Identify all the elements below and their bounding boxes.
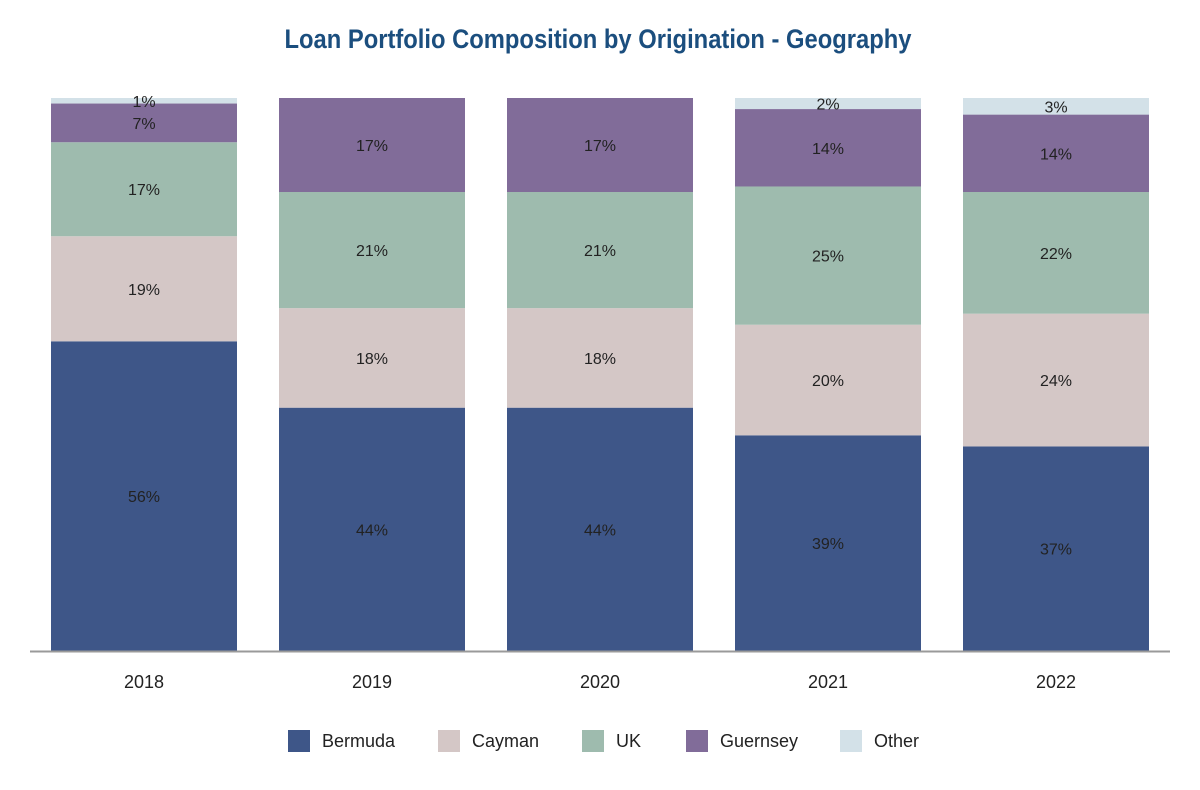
- x-tick-label-2018: 2018: [124, 672, 164, 692]
- legend-item-bermuda: Bermuda: [288, 728, 395, 754]
- x-tick-label-2022: 2022: [1036, 672, 1076, 692]
- data-label-other-2021: 2%: [816, 97, 839, 114]
- bar-segment-bermuda-2019: [279, 407, 465, 651]
- data-label-uk-2018: 17%: [128, 182, 160, 199]
- bar-segment-uk-2022: [963, 192, 1149, 314]
- data-label-cayman-2020: 18%: [584, 351, 616, 368]
- bar-segment-other-2022: [963, 98, 1149, 115]
- data-label-bermuda-2022: 37%: [1040, 542, 1072, 559]
- bar-segment-other-2018: [51, 98, 237, 104]
- data-label-bermuda-2021: 39%: [812, 536, 844, 553]
- legend-label-other: Other: [874, 730, 920, 751]
- data-label-uk-2019: 21%: [356, 243, 388, 260]
- bar-segment-other-2021: [735, 98, 921, 110]
- data-label-bermuda-2020: 44%: [584, 522, 616, 539]
- legend-swatch-uk: [582, 730, 604, 752]
- legend-swatch-cayman: [438, 730, 460, 752]
- x-tick-label-2019: 2019: [352, 672, 392, 692]
- bar-segment-uk-2019: [279, 192, 465, 309]
- data-label-guernsey-2018: 7%: [132, 116, 155, 133]
- bar-segment-bermuda-2021: [735, 435, 921, 651]
- data-label-cayman-2021: 20%: [812, 373, 844, 390]
- legend-label-guernsey: Guernsey: [720, 730, 799, 751]
- data-label-uk-2022: 22%: [1040, 246, 1072, 263]
- legend-item-uk: UK: [582, 728, 641, 754]
- data-label-other-2018: 1%: [132, 94, 155, 111]
- data-label-cayman-2022: 24%: [1040, 373, 1072, 390]
- bar-segment-cayman-2018: [51, 236, 237, 342]
- legend-swatch-other: [840, 730, 862, 752]
- data-label-cayman-2018: 19%: [128, 282, 160, 299]
- data-label-other-2022: 3%: [1044, 99, 1067, 116]
- bar-segment-bermuda-2020: [507, 407, 693, 651]
- legend-item-guernsey: Guernsey: [686, 728, 798, 754]
- data-label-uk-2021: 25%: [812, 249, 844, 266]
- bar-segment-cayman-2020: [507, 308, 693, 408]
- legend-swatch-bermuda: [288, 730, 310, 752]
- legend-item-other: Other: [840, 728, 919, 754]
- bar-segment-cayman-2019: [279, 308, 465, 408]
- legend-swatch-guernsey: [686, 730, 708, 752]
- bar-segment-guernsey-2019: [279, 98, 465, 193]
- x-tick-label-2020: 2020: [580, 672, 620, 692]
- data-label-uk-2020: 21%: [584, 243, 616, 260]
- data-label-bermuda-2018: 56%: [128, 489, 160, 506]
- data-label-guernsey-2021: 14%: [812, 141, 844, 158]
- legend-label-bermuda: Bermuda: [322, 730, 396, 751]
- legend-label-uk: UK: [616, 730, 642, 751]
- bar-segment-uk-2018: [51, 142, 237, 237]
- data-label-cayman-2019: 18%: [356, 351, 388, 368]
- legend-label-cayman: Cayman: [472, 730, 540, 751]
- chart-legend: Bermuda Cayman UK Guernsey Other: [0, 728, 1200, 754]
- legend-item-cayman: Cayman: [438, 728, 539, 754]
- data-label-bermuda-2019: 44%: [356, 522, 388, 539]
- bar-segment-uk-2021: [735, 186, 921, 325]
- x-tick-label-2021: 2021: [808, 672, 848, 692]
- data-label-guernsey-2019: 17%: [356, 138, 388, 155]
- bar-segment-guernsey-2021: [735, 109, 921, 187]
- bar-segment-guernsey-2022: [963, 114, 1149, 193]
- bar-segment-cayman-2021: [735, 324, 921, 436]
- bar-segment-bermuda-2022: [963, 446, 1149, 651]
- bar-segment-bermuda-2018: [51, 341, 237, 651]
- bar-segment-guernsey-2020: [507, 98, 693, 193]
- data-label-guernsey-2020: 17%: [584, 138, 616, 155]
- data-label-guernsey-2022: 14%: [1040, 146, 1072, 163]
- bar-segment-uk-2020: [507, 192, 693, 309]
- chart-title: Loan Portfolio Composition by Originatio…: [284, 24, 912, 54]
- bar-segment-guernsey-2018: [51, 103, 237, 143]
- bar-segment-cayman-2022: [963, 313, 1149, 447]
